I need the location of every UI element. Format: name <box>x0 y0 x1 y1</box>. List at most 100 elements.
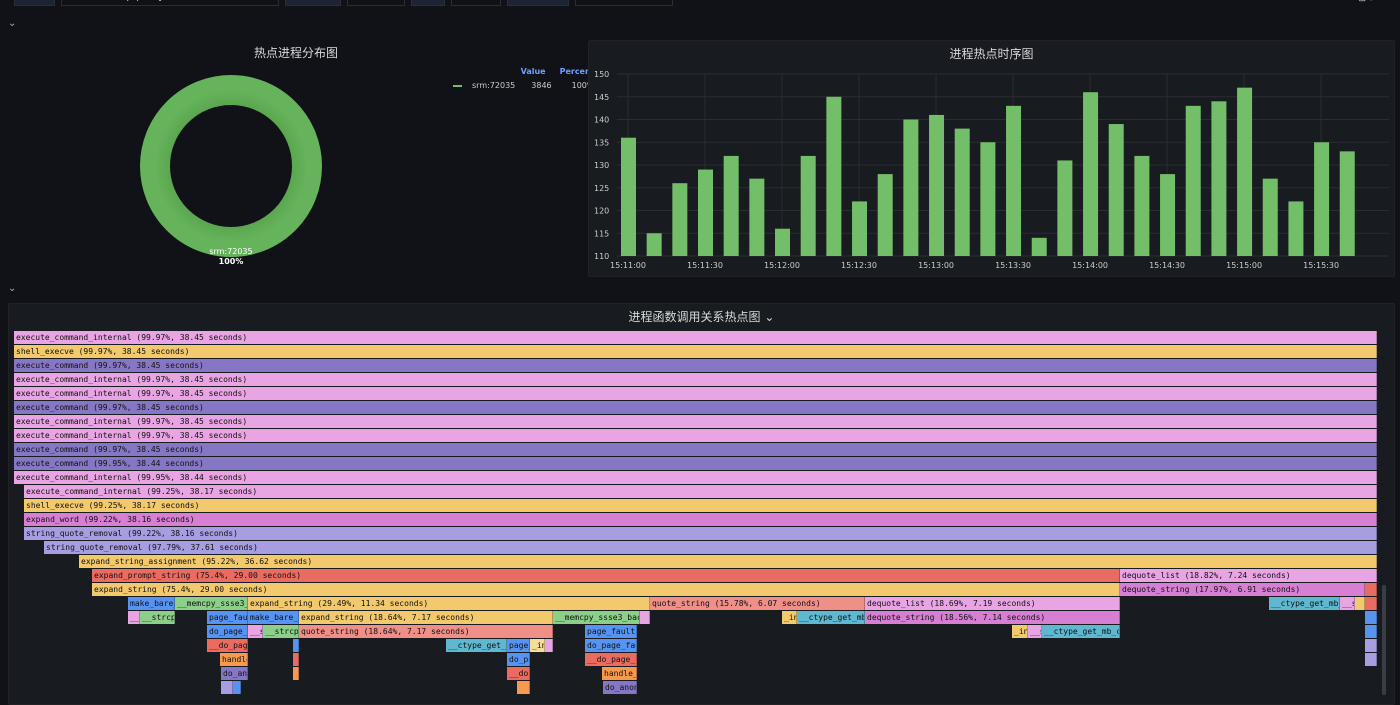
bar[interactable] <box>646 233 662 256</box>
flame-frame[interactable] <box>640 611 650 624</box>
bar[interactable] <box>1031 237 1047 256</box>
flame-frame[interactable]: __ctype_get_mb_cu <box>1042 625 1120 638</box>
scrollbar[interactable] <box>1382 585 1386 695</box>
flame-frame[interactable]: string_quote_removal (99.22%, 38.16 seco… <box>24 527 1377 540</box>
flame-frame[interactable] <box>1365 611 1377 624</box>
flame-frame[interactable] <box>517 681 530 694</box>
flame-frame[interactable]: __memcpy_ssse3_back <box>553 611 640 624</box>
bar[interactable] <box>852 201 868 256</box>
legend-item[interactable]: srm:72035 3846 100% <box>453 81 595 90</box>
flame-frame[interactable]: expand_string (18.64%, 7.17 seconds) <box>299 611 553 624</box>
bar[interactable] <box>1134 155 1150 256</box>
flame-frame[interactable]: __s <box>128 611 140 624</box>
flame-frame[interactable]: __s <box>1028 625 1042 638</box>
flame-frame[interactable]: _in <box>782 611 797 624</box>
flame-frame[interactable] <box>293 653 299 666</box>
bar[interactable] <box>954 128 970 256</box>
flame-frame[interactable]: execute_command_internal (99.97%, 38.45 … <box>14 331 1377 344</box>
flame-frame[interactable] <box>1365 639 1377 652</box>
chevron-down-icon[interactable]: ⌄ <box>764 310 775 324</box>
flame-frame[interactable]: do_page_fau <box>585 639 637 652</box>
bar[interactable] <box>800 155 816 256</box>
flame-frame[interactable]: page_fault <box>585 625 637 638</box>
flame-frame[interactable]: __do <box>507 667 530 680</box>
flame-frame[interactable]: expand_string (29.49%, 11.34 seconds) <box>248 597 650 610</box>
flame-frame[interactable]: do_ano <box>221 667 248 680</box>
flame-frame[interactable]: expand_prompt_string (75.4%, 29.00 secon… <box>92 569 1120 582</box>
bar[interactable] <box>1185 105 1201 256</box>
bar[interactable] <box>698 169 714 256</box>
flame-frame[interactable]: execute_command (99.97%, 38.45 seconds) <box>14 359 1377 372</box>
flame-frame[interactable]: handle_m <box>602 667 637 680</box>
variable-select[interactable]: 5 <box>574 0 673 6</box>
flame-frame[interactable]: execute_command (99.95%, 38.44 seconds) <box>14 457 1377 470</box>
flame-frame[interactable]: handle <box>220 653 248 666</box>
flame-frame[interactable]: __ctype_get_mb_c <box>1269 597 1340 610</box>
bar[interactable] <box>877 174 893 256</box>
flame-frame[interactable]: execute_command_internal (99.97%, 38.45 … <box>14 373 1377 386</box>
collapse-row-icon[interactable]: ⌄ <box>8 18 17 29</box>
flame-frame[interactable]: dequote_string (18.56%, 7.14 seconds) <box>865 611 1120 624</box>
flame-frame[interactable] <box>221 681 233 694</box>
flame-frame[interactable]: string_quote_removal (97.79%, 37.61 seco… <box>44 541 1377 554</box>
bar[interactable] <box>1006 105 1022 256</box>
flame-frame[interactable]: expand_string_assignment (95.22%, 36.62 … <box>79 555 1377 568</box>
bar[interactable] <box>826 96 842 256</box>
flame-frame[interactable]: dequote_list (18.69%, 7.19 seconds) <box>865 597 1120 610</box>
bar[interactable] <box>621 137 636 256</box>
flame-frame[interactable]: __strcp <box>140 611 175 624</box>
more-button[interactable]: ··· <box>1381 0 1390 4</box>
flame-frame[interactable]: __s <box>248 625 263 638</box>
flame-frame[interactable]: page_ <box>507 639 530 652</box>
flame-frame[interactable]: _in <box>1012 625 1028 638</box>
bar[interactable] <box>929 114 945 256</box>
bar[interactable] <box>980 142 996 256</box>
flame-frame[interactable]: __do_page_f <box>585 653 637 666</box>
bar[interactable] <box>1160 174 1176 256</box>
flame-frame[interactable]: make_bare_ <box>248 611 299 624</box>
flame-frame[interactable]: __memcpy_ssse3_b <box>175 597 248 610</box>
bar[interactable] <box>775 228 791 256</box>
bar[interactable] <box>1262 178 1278 256</box>
flame-frame[interactable]: execute_command_internal (99.95%, 38.44 … <box>14 471 1377 484</box>
flame-frame[interactable]: do_pa <box>507 653 530 666</box>
bar[interactable] <box>1288 201 1304 256</box>
flame-frame[interactable] <box>293 667 299 680</box>
bar[interactable] <box>1314 142 1330 256</box>
view-mode-button[interactable]: ⊞ ▾ <box>1358 0 1373 4</box>
bar[interactable] <box>1083 92 1099 256</box>
flame-frame[interactable] <box>1355 597 1365 610</box>
flame-frame[interactable]: quote_string (15.78%, 6.07 seconds) <box>650 597 865 610</box>
flame-frame[interactable]: _in <box>530 639 545 652</box>
bar[interactable] <box>1339 151 1355 256</box>
flame-frame[interactable]: dequote_list (18.82%, 7.24 seconds) <box>1120 569 1377 582</box>
flame-frame[interactable]: quote_string (18.64%, 7.17 seconds) <box>299 625 553 638</box>
bar[interactable] <box>1108 124 1124 256</box>
flame-frame[interactable]: __s <box>1340 597 1355 610</box>
flame-frame[interactable] <box>233 681 241 694</box>
flame-frame[interactable]: execute_command_internal (99.97%, 38.45 … <box>14 387 1377 400</box>
flame-frame[interactable] <box>545 639 553 652</box>
flame-frame[interactable]: execute_command_internal (99.97%, 38.45 … <box>14 415 1377 428</box>
bar[interactable] <box>723 155 739 256</box>
flame-frame[interactable]: execute_command (99.97%, 38.45 seconds) <box>14 401 1377 414</box>
variable-select[interactable]: host-main-ip-proxy <box>60 0 279 6</box>
flame-frame[interactable]: make_bare_ <box>128 597 175 610</box>
flame-frame[interactable]: shell_execve (99.97%, 38.45 seconds) <box>14 345 1377 358</box>
bar[interactable] <box>749 178 765 256</box>
flame-frame[interactable]: do_page_f <box>207 625 248 638</box>
flame-frame[interactable]: expand_word (99.22%, 38.16 seconds) <box>24 513 1377 526</box>
flame-frame[interactable] <box>1365 583 1377 596</box>
variable-select[interactable]: 72035 <box>451 0 502 6</box>
flame-frame[interactable] <box>293 639 299 652</box>
bar[interactable] <box>1211 101 1227 256</box>
flame-frame[interactable]: __ctype_get_m <box>446 639 507 652</box>
flame-frame[interactable]: execute_command_internal (99.97%, 38.45 … <box>14 429 1377 442</box>
flame-frame[interactable]: execute_command_internal (99.25%, 38.17 … <box>24 485 1377 498</box>
flame-frame[interactable]: shell_execve (99.25%, 38.17 seconds) <box>24 499 1377 512</box>
variable-select[interactable]: srm <box>346 0 405 6</box>
panel-title[interactable]: 进程函数调用关系热点图 ⌄ <box>9 308 1394 325</box>
flame-frame[interactable] <box>1365 653 1377 666</box>
flame-frame[interactable]: dequote_string (17.97%, 6.91 seconds) <box>1120 583 1365 596</box>
bar[interactable] <box>672 183 688 256</box>
